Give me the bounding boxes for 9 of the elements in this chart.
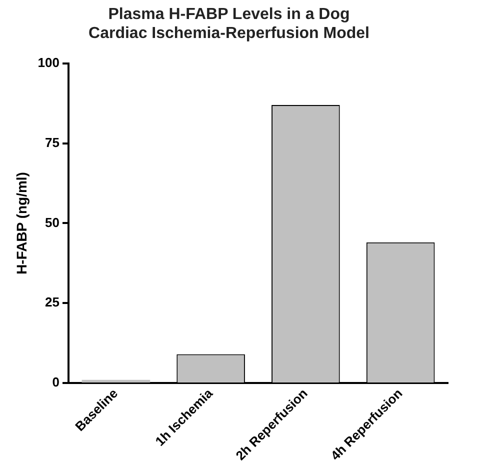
y-tick-label: 25 xyxy=(45,294,60,310)
text: Cardiac Ischemia-Reperfusion Model xyxy=(88,25,370,42)
text: Plasma H-FABP Levels in a Dog xyxy=(108,6,350,24)
bar xyxy=(82,380,150,383)
y-tick-label: 0 xyxy=(52,374,60,390)
y-axis-title: H-FABP (ng/ml) xyxy=(13,172,30,274)
y-tick-label: 50 xyxy=(45,214,60,230)
y-tick-label: 75 xyxy=(45,134,60,150)
y-tick-label: 100 xyxy=(38,54,60,70)
